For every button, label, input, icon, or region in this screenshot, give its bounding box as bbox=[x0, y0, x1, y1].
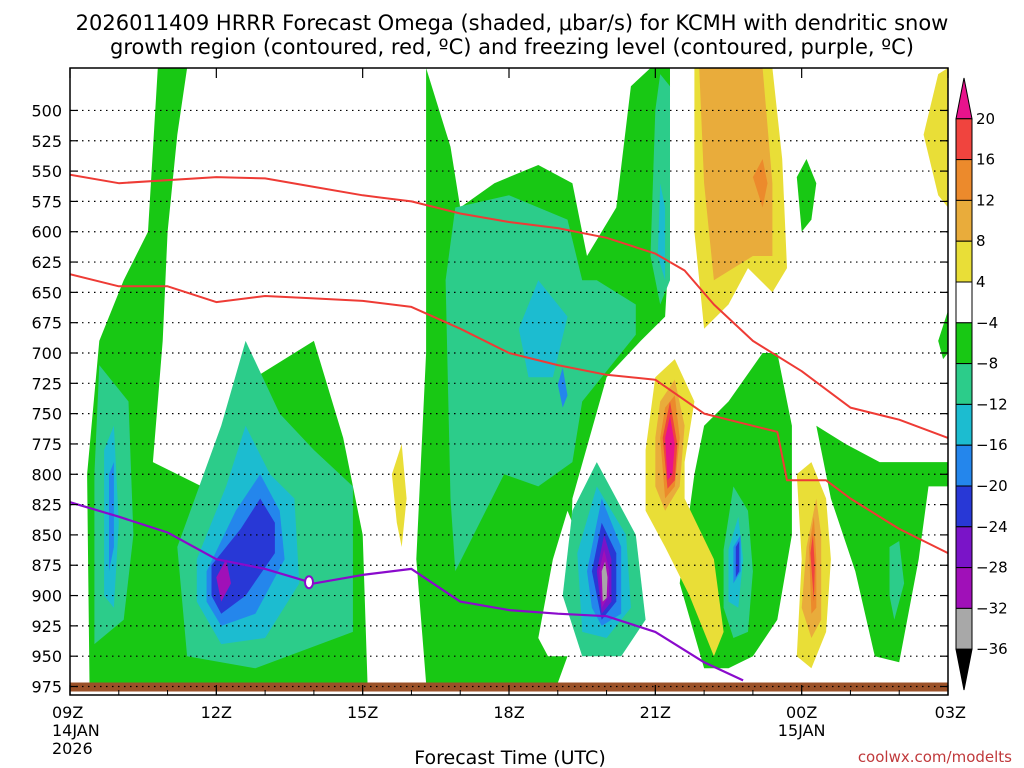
omega-region-21 bbox=[109, 462, 114, 572]
y-tick-label-725: 725 bbox=[31, 374, 62, 393]
y-tick-label-550: 550 bbox=[31, 162, 62, 181]
colorbar-label-6: −8 bbox=[976, 355, 998, 373]
omega-region-3 bbox=[796, 159, 817, 232]
colorbar-band-4 bbox=[955, 240, 973, 283]
y-tick-label-500: 500 bbox=[31, 101, 62, 120]
x-tick-year-09Z: 2026 bbox=[52, 739, 93, 758]
omega-region-35 bbox=[752, 159, 768, 208]
colorbar-label-12: −32 bbox=[976, 599, 1008, 617]
x-tick-label-09Z: 09Z bbox=[52, 703, 83, 722]
colorbar-band-14 bbox=[955, 648, 973, 691]
omega-region-46 bbox=[810, 534, 815, 602]
y-tick-label-575: 575 bbox=[31, 192, 62, 211]
omega-region-34 bbox=[699, 68, 773, 281]
colorbar-label-4: 4 bbox=[976, 273, 986, 291]
freezing-level-label-marker bbox=[304, 575, 315, 590]
y-tick-label-650: 650 bbox=[31, 283, 62, 302]
omega-region-17 bbox=[518, 280, 568, 378]
x-tick-date-00Z: 15JAN bbox=[778, 721, 826, 740]
y-tick-label-950: 950 bbox=[31, 647, 62, 666]
colorbar-label-9: −20 bbox=[976, 477, 1008, 495]
x-tick-label-15Z: 15Z bbox=[347, 703, 378, 722]
x-axis-title: Forecast Time (UTC) bbox=[414, 747, 605, 768]
y-tick-label-925: 925 bbox=[31, 617, 62, 636]
colorbar-label-2: 12 bbox=[976, 191, 995, 209]
colorbar-label-5: −4 bbox=[976, 314, 998, 332]
x-tick-date-09Z: 14JAN bbox=[52, 721, 100, 740]
contour-lines bbox=[70, 173, 948, 682]
colorbar-label-11: −28 bbox=[976, 559, 1008, 577]
dgz-bottom-contour bbox=[70, 273, 948, 554]
colorbar-label-13: −36 bbox=[976, 640, 1008, 658]
y-tick-label-800: 800 bbox=[31, 465, 62, 484]
y-axis: 500 525 550 575 600 625 650 675 700 725 750 775 800 8… bbox=[31, 101, 948, 697]
colorbar-band-2 bbox=[955, 159, 973, 201]
y-tick-label-700: 700 bbox=[31, 344, 62, 363]
y-tick-label-900: 900 bbox=[31, 587, 62, 606]
colorbar-label-3: 8 bbox=[976, 232, 986, 250]
colorbar-band-8 bbox=[955, 403, 973, 446]
omega-region-4 bbox=[816, 425, 948, 663]
omega-region-32 bbox=[601, 561, 608, 602]
x-tick-label-12Z: 12Z bbox=[201, 703, 232, 722]
omega-region-36 bbox=[923, 68, 948, 208]
chart-title-line-2: growth region (contoured, red, ºC) and f… bbox=[110, 35, 914, 59]
y-tick-label-625: 625 bbox=[31, 253, 62, 272]
omega-shading bbox=[87, 68, 948, 683]
omega-region-30 bbox=[216, 559, 231, 602]
x-tick-label-21Z: 21Z bbox=[640, 703, 671, 722]
y-tick-label-850: 850 bbox=[31, 526, 62, 545]
dgz-top-contour bbox=[70, 173, 948, 439]
omega-region-37 bbox=[391, 444, 407, 547]
freezing-level-contour bbox=[70, 501, 744, 682]
y-tick-label-875: 875 bbox=[31, 556, 62, 575]
colorbar-band-9 bbox=[955, 444, 973, 487]
colorbar-band-3 bbox=[955, 199, 973, 242]
omega-region-42 bbox=[665, 416, 675, 481]
colorbar-band-12 bbox=[955, 567, 973, 609]
y-tick-label-600: 600 bbox=[31, 223, 62, 242]
colorbar-label-7: −12 bbox=[976, 395, 1008, 413]
colorbar-label-1: 16 bbox=[976, 151, 995, 169]
colorbar-label-10: −24 bbox=[976, 518, 1008, 536]
credit-text: coolwx.com/modelts bbox=[858, 748, 1012, 766]
omega-region-28 bbox=[735, 541, 740, 578]
y-tick-label-750: 750 bbox=[31, 405, 62, 424]
omega-region-25 bbox=[557, 367, 568, 408]
colorbar-band-1 bbox=[955, 118, 973, 161]
colorbar-band-11 bbox=[955, 526, 973, 569]
omega-region-5 bbox=[938, 310, 948, 360]
y-tick-label-775: 775 bbox=[31, 435, 62, 454]
y-tick-label-525: 525 bbox=[31, 132, 62, 151]
omega-region-13 bbox=[889, 541, 905, 620]
colorbar-band-0 bbox=[955, 77, 973, 120]
colorbar-band-13 bbox=[955, 607, 973, 650]
chart-title-line-1: 2026011409 HRRR Forecast Omega (shaded, … bbox=[76, 11, 949, 35]
colorbar: 20 16 12 8 4 −4 −8 −12 −16 −20 −24 −28 −32 −36 bbox=[955, 77, 1008, 691]
y-tick-label-975: 975 bbox=[31, 678, 62, 697]
x-tick-label-03Z: 03Z bbox=[935, 703, 966, 722]
x-tick-label-18Z: 18Z bbox=[493, 703, 524, 722]
y-tick-label-825: 825 bbox=[31, 496, 62, 515]
colorbar-band-10 bbox=[955, 485, 973, 528]
colorbar-band-7 bbox=[955, 363, 973, 405]
colorbar-label-8: −16 bbox=[976, 436, 1008, 454]
omega-region-10 bbox=[445, 195, 636, 572]
y-tick-label-675: 675 bbox=[31, 314, 62, 333]
colorbar-band-5 bbox=[955, 281, 973, 324]
colorbar-band-6 bbox=[955, 322, 973, 365]
colorbar-label-0: 20 bbox=[976, 110, 995, 128]
x-tick-label-00Z: 00Z bbox=[786, 703, 817, 722]
